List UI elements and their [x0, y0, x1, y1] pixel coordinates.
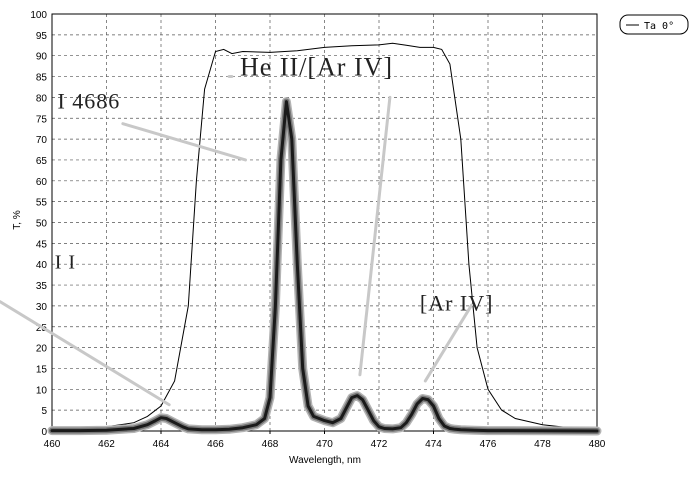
y-tick-label: 75 — [36, 114, 48, 125]
y-tick-label: 70 — [36, 135, 48, 146]
x-tick-label: 470 — [316, 439, 333, 450]
x-tick-label: 472 — [371, 439, 388, 450]
y-tick-label: 80 — [36, 93, 48, 104]
y-tick-label: 90 — [36, 52, 48, 63]
annotation-pointer — [121, 122, 247, 162]
series-lines — [47, 42, 602, 436]
x-axis-label: Wavelength, nm — [289, 455, 361, 466]
y-tick-label: 0 — [41, 427, 47, 438]
y-tick-label: 55 — [36, 198, 48, 209]
y-tick-label: 95 — [36, 31, 48, 42]
legend-box — [619, 14, 689, 35]
y-tick-label: 60 — [36, 177, 48, 188]
y-tick-label: 10 — [36, 385, 48, 396]
y-tick-label: 5 — [41, 406, 47, 417]
y-tick-label: 35 — [36, 281, 48, 292]
x-tick-label: 468 — [262, 439, 279, 450]
annotation-pointer — [0, 300, 171, 407]
x-tick-label: 480 — [589, 439, 606, 450]
y-tick-label: 65 — [36, 156, 48, 167]
legend[interactable]: Ta 0° — [619, 14, 689, 35]
y-tick-label: 50 — [36, 219, 48, 230]
y-tick-label: 100 — [30, 10, 47, 21]
x-tick-label: 476 — [480, 439, 497, 450]
y-tick-label: 45 — [36, 239, 48, 250]
y-tick-label: 85 — [36, 73, 48, 84]
series-transmission-line — [51, 42, 598, 431]
annotation-label: [Ar IV] — [420, 290, 494, 315]
y-tick-label: 15 — [36, 364, 48, 375]
annotation-pointer — [358, 95, 392, 377]
y-axis-label: T, % — [12, 210, 23, 230]
x-tick-label: 464 — [153, 439, 170, 450]
y-tick-labels: 0510152025303540455055606570758085909510… — [30, 10, 47, 438]
annotation-label: He II/[Ar IV] — [240, 52, 393, 81]
x-tick-label: 462 — [98, 439, 115, 450]
grid — [52, 14, 597, 431]
x-tick-label: 474 — [425, 439, 442, 450]
annotation-label: I I — [55, 251, 76, 273]
y-tick-label: 40 — [36, 260, 48, 271]
x-tick-label: 478 — [534, 439, 551, 450]
series-spectrum-line — [50, 100, 599, 433]
annotation-pointer — [423, 303, 474, 383]
annotations: He II/[Ar IV] I 4686 [Ar IV] I I — [0, 52, 494, 407]
plot-frame — [51, 13, 598, 432]
annotation-label: I 4686 — [57, 89, 120, 114]
legend-label: Ta 0° — [644, 21, 674, 32]
x-tick-label: 466 — [207, 439, 224, 450]
y-tick-label: 20 — [36, 344, 48, 355]
x-tick-label: 460 — [44, 439, 61, 450]
y-tick-label: 30 — [36, 302, 48, 313]
